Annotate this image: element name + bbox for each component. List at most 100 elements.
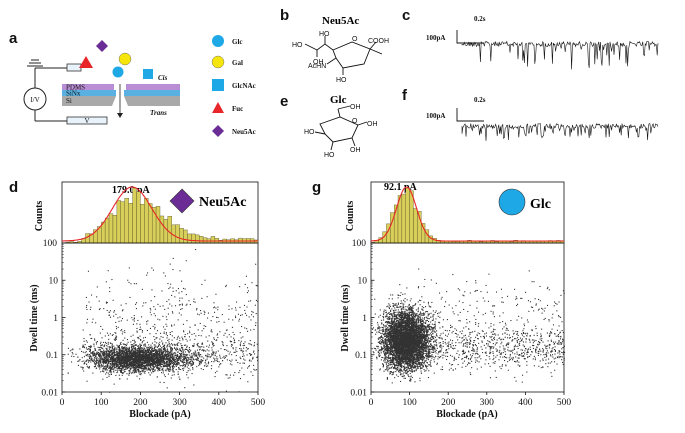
d-scatter-point	[243, 304, 245, 306]
d-scatter-point	[119, 362, 121, 364]
d-scatter-point	[120, 355, 122, 357]
d-scatter-point	[98, 359, 100, 361]
d-scatter-point	[91, 321, 93, 323]
d-scatter-point	[109, 355, 111, 357]
d-scatter-point	[239, 370, 241, 372]
d-scatter-point	[108, 359, 110, 361]
d-scatter-point	[117, 326, 119, 328]
d-scatter-point	[122, 367, 124, 369]
d-scatter-point	[126, 366, 128, 368]
d-scatter-point	[211, 341, 213, 343]
d-scatter-point	[164, 355, 166, 357]
d-scatter-point	[176, 348, 178, 350]
d-scatter-point	[140, 360, 142, 362]
d-scatter-point	[210, 329, 212, 331]
d-scatter-point	[216, 370, 218, 372]
d-scatter-point	[167, 365, 169, 367]
d-scatter-point	[114, 360, 116, 362]
d-scatter-point	[83, 363, 85, 365]
d-scatter-point	[95, 322, 97, 324]
d-scatter-point	[126, 351, 128, 353]
d-scatter-point	[217, 350, 219, 352]
d-scatter-point	[214, 360, 216, 362]
d-scatter-point	[95, 355, 97, 357]
d-scatter-point	[185, 365, 187, 367]
d-scatter-point	[158, 357, 160, 359]
d-scatter-point	[183, 330, 185, 332]
d-scatter-point	[145, 352, 147, 354]
d-scatter-point	[146, 364, 148, 366]
d-scatter-point	[138, 338, 140, 340]
d-scatter-point	[143, 358, 145, 360]
d-scatter-point	[132, 346, 134, 348]
d-scatter-point	[141, 330, 143, 332]
legend-gal: Gal	[232, 59, 243, 67]
d-scatter-point	[97, 362, 99, 364]
d-scatter-point	[102, 378, 104, 380]
d-scatter-point	[154, 356, 156, 358]
glc-oh-1: OH	[350, 104, 361, 111]
d-scatter-point	[157, 370, 159, 372]
d-histogram	[65, 187, 259, 244]
d-scatter-point	[105, 365, 107, 367]
d-scatter-point	[119, 368, 121, 370]
d-scatter-point	[111, 352, 113, 354]
d-scatter-point	[135, 370, 137, 372]
d-scatter-point	[135, 354, 137, 356]
d-scatter-point	[159, 381, 161, 383]
d-scatter-point	[181, 345, 183, 347]
d-scatter-point	[166, 337, 168, 339]
d-scatter-point	[152, 353, 154, 355]
d-scatter-point	[117, 352, 119, 354]
d-scatter-point	[105, 352, 107, 354]
d-scatter-point	[170, 348, 172, 350]
d-scatter-point	[208, 344, 210, 346]
d-scatter-point	[243, 344, 245, 346]
d-scatter-point	[132, 365, 134, 367]
d-scatter-point	[160, 366, 162, 368]
d-scatter-point	[132, 323, 134, 325]
d-scatter-point	[109, 367, 111, 369]
d-scatter-point	[110, 349, 112, 351]
d-scatter-point	[125, 357, 127, 359]
d-scatter-point	[153, 370, 155, 372]
d-scatter-point	[110, 366, 112, 368]
d-scatter-point	[120, 369, 122, 371]
d-scatter-point	[171, 362, 173, 364]
d-scatter-point	[118, 353, 120, 355]
d-scatter-point	[182, 359, 184, 361]
d-scatter-point	[229, 340, 231, 342]
d-scatter-point	[138, 360, 140, 362]
d-histogram-bar	[155, 206, 161, 244]
d-scatter-point	[208, 350, 210, 352]
g-scatter-point	[377, 328, 379, 330]
d-scatter-point	[153, 354, 155, 356]
d-scatter-point	[97, 365, 99, 367]
d-scatter-point	[196, 355, 198, 357]
neu5ac-title: Neu5Ac	[322, 15, 359, 27]
d-scatter-point	[239, 378, 241, 380]
d-scatter-point	[166, 357, 168, 359]
d-scatter-point	[213, 357, 215, 359]
d-scatter-point	[108, 367, 110, 369]
d-scatter-point	[213, 361, 215, 363]
d-scatter-point	[161, 347, 163, 349]
d-scatter-point	[173, 356, 175, 358]
d-scatter-point	[87, 355, 89, 357]
d-scatter-point	[238, 318, 240, 320]
d-scatter-point	[138, 360, 140, 362]
d-scatter-point	[153, 366, 155, 368]
d-scatter-point	[156, 360, 158, 362]
d-scatter-point	[118, 349, 120, 351]
d-scatter-point	[166, 354, 168, 356]
d-scatter-point	[99, 355, 101, 357]
d-scatter-point	[247, 290, 249, 292]
d-scatter-point	[243, 343, 245, 345]
d-scatter-point	[165, 362, 167, 364]
d-scatter-point	[137, 348, 139, 350]
d-scatter-point	[124, 347, 126, 349]
d-scatter-point	[249, 359, 251, 361]
d-scatter-point	[131, 317, 133, 319]
d-scatter-point	[216, 321, 218, 323]
d-scatter-point	[116, 365, 118, 367]
